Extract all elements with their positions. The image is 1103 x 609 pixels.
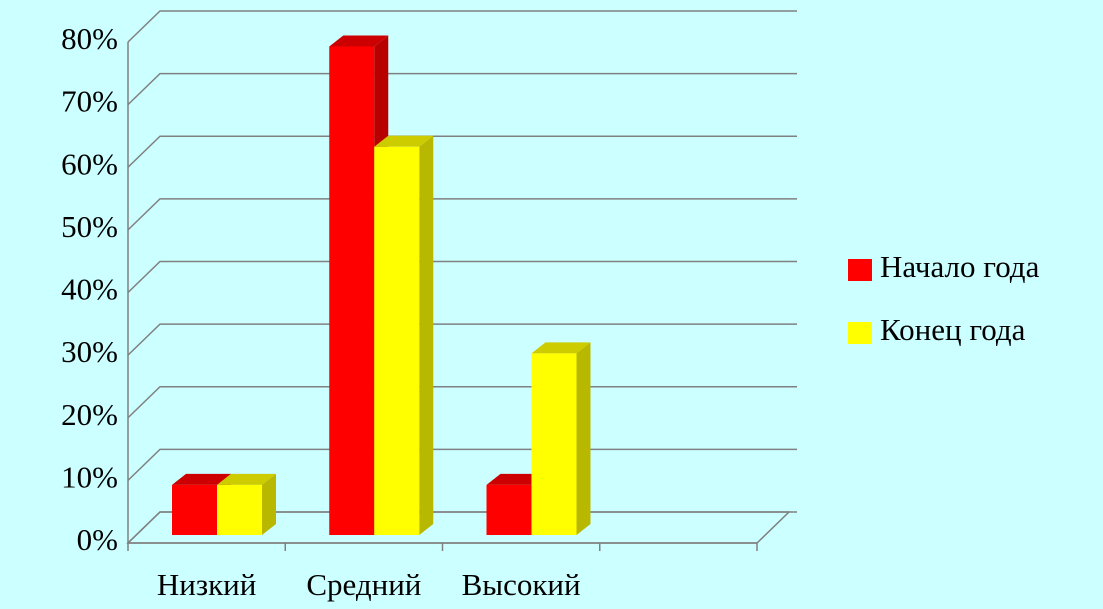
bar [374,135,434,535]
grid-line [127,323,797,356]
bar-face [217,473,276,485]
y-tick-label: 40% [61,272,118,307]
legend-swatch [848,322,872,344]
x-tick-label: Средний [306,567,421,602]
y-tick-label: 20% [61,397,118,432]
x-tick-label: Низкий [157,567,256,602]
bar-face [374,135,434,147]
bar-face [217,484,262,535]
y-tick-label: 80% [61,21,118,56]
grid-line [127,135,797,168]
y-tick-label: 70% [61,84,118,119]
x-tick-label: Высокий [462,567,581,602]
bar-face [531,353,577,535]
grid-line [127,72,797,106]
bar-face [329,35,389,47]
bar-face [531,342,591,354]
bar-face [329,46,375,536]
legend-label: Начало года [880,249,1040,284]
grid-line [127,386,797,419]
bar-face [172,473,231,485]
y-tick-label: 60% [61,146,118,181]
bar-face [374,146,420,535]
bar-face [172,484,217,535]
bar-face [486,484,532,535]
bar-face [262,473,276,535]
y-tick-label: 0% [77,522,118,557]
grid-line [127,260,797,294]
y-tick-label: 10% [61,459,118,494]
grid-line [127,198,797,231]
bar [531,342,591,535]
bar [217,473,276,535]
y-tick-label: 50% [61,209,118,244]
grid-line [127,10,797,43]
legend-label: Конец года [880,312,1026,347]
bar-face [486,473,546,485]
y-tick-label: 30% [61,334,118,369]
bar-face [419,135,434,535]
legend-swatch [848,259,872,281]
bar-face [576,342,591,535]
